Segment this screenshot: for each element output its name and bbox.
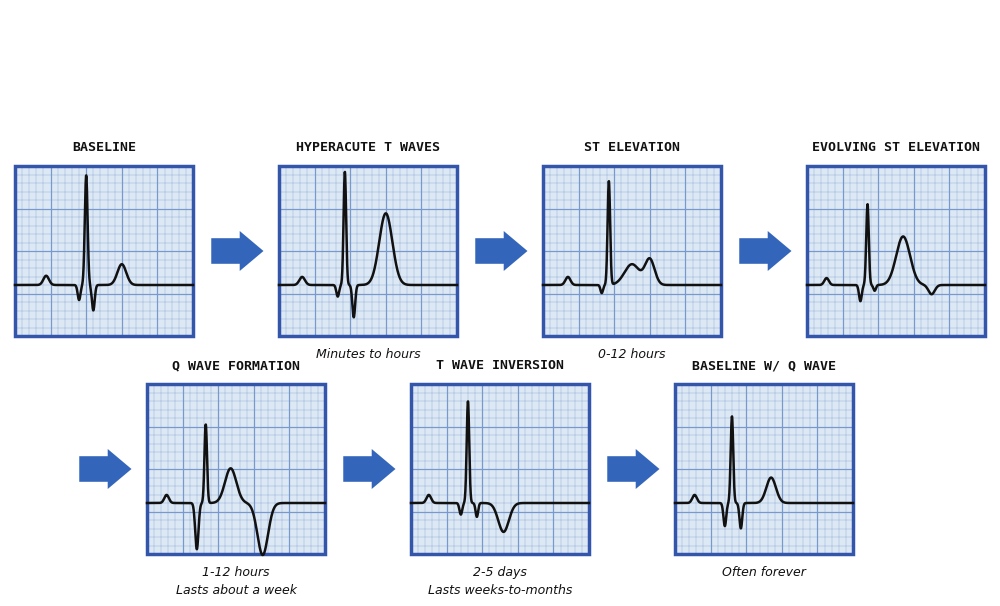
Bar <box>411 384 589 554</box>
Bar <box>543 166 721 336</box>
Bar <box>147 384 325 554</box>
Text: BASELINE W/ Q WAVE: BASELINE W/ Q WAVE <box>692 359 836 372</box>
Text: HYPERACUTE T WAVES: HYPERACUTE T WAVES <box>296 141 440 154</box>
Bar <box>543 166 721 336</box>
Bar <box>279 166 457 336</box>
Polygon shape <box>343 449 396 489</box>
Polygon shape <box>607 449 660 489</box>
Text: T WAVE INVERSION: T WAVE INVERSION <box>436 359 564 372</box>
Text: EVOLVING ST ELEVATION: EVOLVING ST ELEVATION <box>812 141 980 154</box>
Polygon shape <box>79 449 132 489</box>
Text: BASELINE: BASELINE <box>72 141 136 154</box>
Polygon shape <box>739 231 792 271</box>
Bar <box>807 166 985 336</box>
Bar <box>279 166 457 336</box>
Text: 2-5 days: 2-5 days <box>473 566 527 579</box>
Text: Minutes to hours: Minutes to hours <box>316 348 420 361</box>
Text: 1-12 hours: 1-12 hours <box>202 566 270 579</box>
Bar <box>675 384 853 554</box>
Polygon shape <box>211 231 264 271</box>
Bar <box>15 166 193 336</box>
Text: Often forever: Often forever <box>722 566 806 579</box>
Bar <box>675 384 853 554</box>
Text: 0-12 hours: 0-12 hours <box>598 348 666 361</box>
Bar <box>15 166 193 336</box>
Text: Lasts weeks-to-months: Lasts weeks-to-months <box>428 584 572 597</box>
Bar <box>807 166 985 336</box>
Text: Lasts about a week: Lasts about a week <box>176 584 296 597</box>
Text: Q WAVE FORMATION: Q WAVE FORMATION <box>172 359 300 372</box>
Text: ST ELEVATION: ST ELEVATION <box>584 141 680 154</box>
Polygon shape <box>475 231 528 271</box>
Bar <box>147 384 325 554</box>
Bar <box>411 384 589 554</box>
